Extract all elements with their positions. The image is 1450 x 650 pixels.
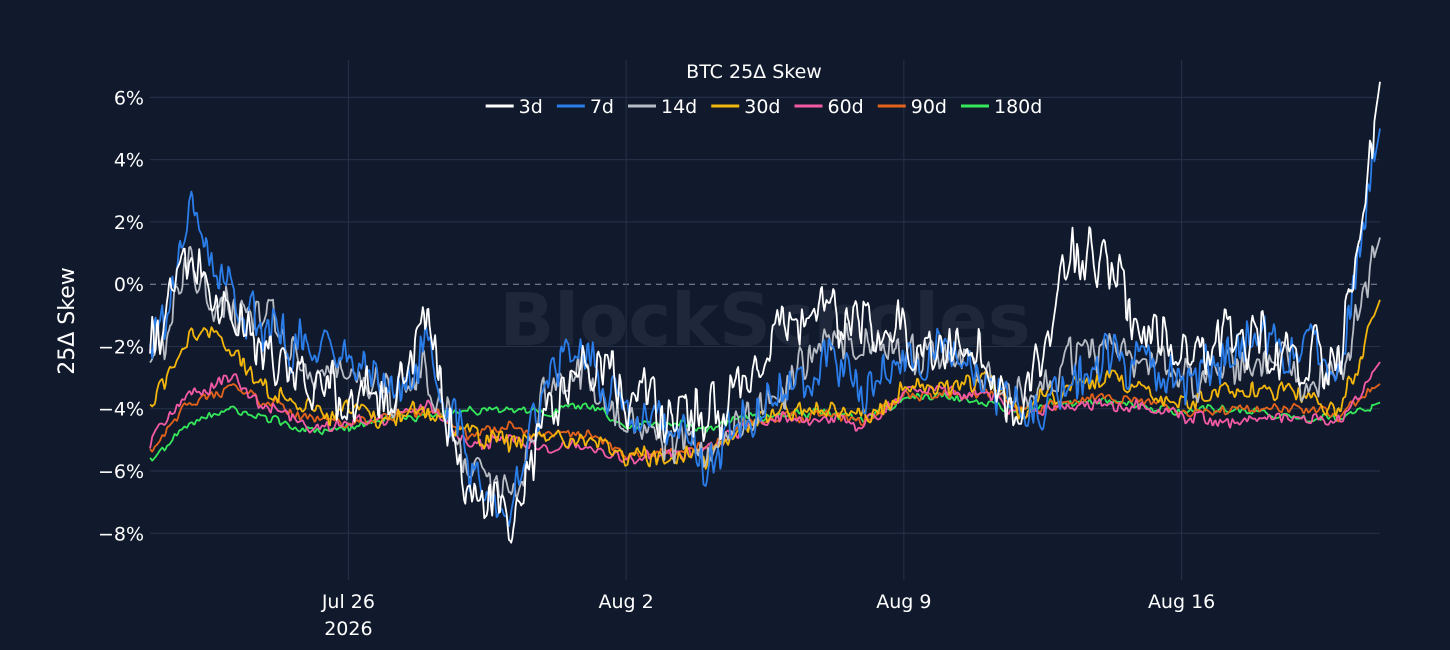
y-tick-label: 6%: [114, 87, 144, 109]
x-tick-label: Aug 9: [876, 591, 931, 613]
series-line-3d: [149, 81, 1381, 544]
axes: 6% 4% 2% 0% −2% −4% −6% −8% Jul 26 2026 Aug 2 Aug 9…: [98, 87, 1215, 640]
legend-label-3d: 3d: [519, 96, 543, 118]
x-tick-label: Jul 26: [321, 591, 375, 613]
legend-label-14d: 14d: [661, 96, 697, 118]
x-tick-label: Aug 16: [1148, 591, 1215, 613]
y-tick-label: 2%: [114, 212, 144, 234]
y-tick-label: −2%: [98, 336, 144, 358]
y-axis-label: 25Δ Skew: [55, 267, 80, 375]
series-lines: [149, 81, 1381, 544]
legend-label-180d: 180d: [994, 96, 1042, 118]
legend-label-7d: 7d: [590, 96, 614, 118]
y-tick-label: −6%: [98, 461, 144, 483]
chart-title: BTC 25Δ Skew: [686, 61, 822, 83]
legend-label-60d: 60d: [827, 96, 863, 118]
series-line-7d: [149, 128, 1381, 528]
legend: 3d 7d 14d 30d 60d 90d 180d: [485, 96, 1042, 118]
y-tick-label: −4%: [98, 399, 144, 421]
series-line-180d: [149, 392, 1381, 462]
y-tick-label: −8%: [98, 523, 144, 545]
y-tick-label: 0%: [114, 274, 144, 296]
y-tick-label: 4%: [114, 150, 144, 172]
x-tick-sublabel: 2026: [324, 618, 372, 640]
legend-label-90d: 90d: [911, 96, 947, 118]
x-tick-label: Aug 2: [599, 591, 654, 613]
legend-label-30d: 30d: [744, 96, 780, 118]
